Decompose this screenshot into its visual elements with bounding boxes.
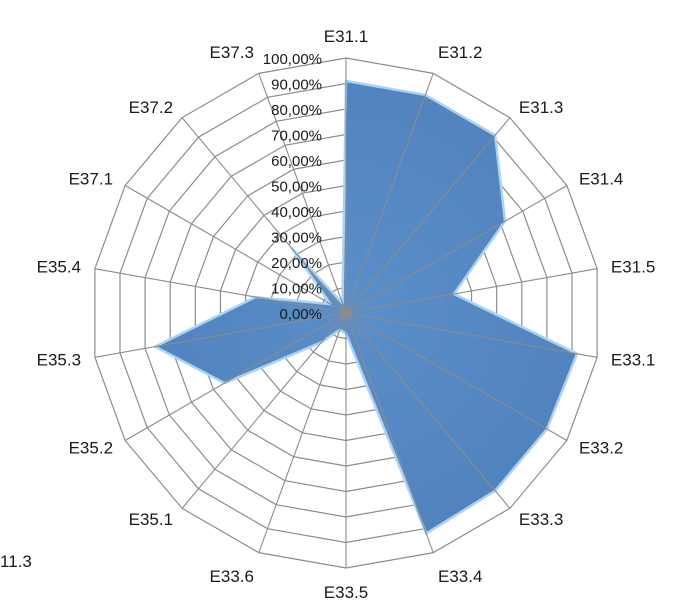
category-label: E33.4 <box>438 567 482 586</box>
category-label: E35.4 <box>37 257 81 276</box>
center-point <box>341 308 351 318</box>
category-label: E33.3 <box>519 510 563 529</box>
category-label: E33.1 <box>611 351 655 370</box>
tick-label: 100,00% <box>263 51 322 68</box>
tick-label: 10,00% <box>271 281 322 298</box>
radar-spokes <box>94 58 598 568</box>
spoke <box>345 117 511 314</box>
category-label: E35.3 <box>37 351 81 370</box>
category-label: E33.5 <box>324 583 368 602</box>
tick-label: 20,00% <box>271 255 322 272</box>
category-label: E33.2 <box>579 439 623 458</box>
spoke <box>181 312 347 509</box>
tick-label: 90,00% <box>271 77 322 94</box>
spoke <box>345 312 568 441</box>
spoke <box>258 312 347 553</box>
tick-label: 30,00% <box>271 230 322 247</box>
spoke <box>345 312 434 553</box>
category-label: E31.3 <box>519 98 563 117</box>
spoke <box>258 73 347 314</box>
spoke <box>94 268 347 314</box>
category-label: E35.1 <box>129 510 173 529</box>
category-label: E33.6 <box>210 567 254 586</box>
spoke <box>345 73 434 314</box>
spoke <box>345 312 511 509</box>
category-label: E31.2 <box>438 43 482 62</box>
partial-label: 11.3 <box>0 552 32 571</box>
tick-label: 0,00% <box>279 306 322 323</box>
tick-label: 70,00% <box>271 128 322 145</box>
category-label: E37.2 <box>129 98 173 117</box>
category-label: E31.5 <box>611 257 655 276</box>
category-label: E37.1 <box>69 170 113 189</box>
category-label: E31.4 <box>579 170 623 189</box>
spoke <box>345 185 568 314</box>
tick-label: 60,00% <box>271 153 322 170</box>
spoke <box>345 268 598 314</box>
spoke <box>181 117 347 314</box>
radial-tick-labels: 0,00% 10,00% 20,00% 30,00% 40,00% 50,00% 60,00… <box>263 51 322 323</box>
spoke <box>94 312 347 358</box>
category-label: E35.2 <box>69 439 113 458</box>
category-label: E37.3 <box>210 43 254 62</box>
tick-label: 80,00% <box>271 102 322 119</box>
spoke <box>124 185 347 314</box>
spoke <box>124 312 347 441</box>
category-label: E31.1 <box>324 27 368 46</box>
spoke <box>345 312 598 358</box>
category-labels: E31.1 E31.2 E31.3 E31.4 E31.5 E33.1 E33.2 E33.3… <box>37 27 656 602</box>
tick-label: 50,00% <box>271 179 322 196</box>
tick-label: 40,00% <box>271 204 322 221</box>
